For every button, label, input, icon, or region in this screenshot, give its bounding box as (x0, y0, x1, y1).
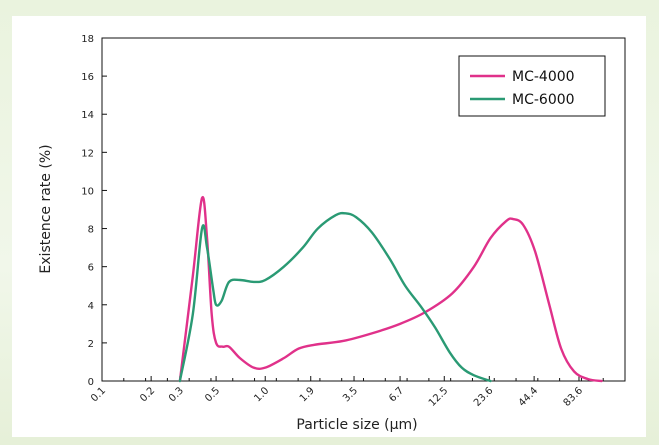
y-axis-title: Existence rate (%) (38, 144, 54, 273)
x-tick-label: 44.4 (517, 385, 541, 409)
x-tick-label: 23.6 (472, 385, 496, 409)
x-tick-label: 83.6 (562, 385, 586, 409)
x-tick-label: 1.0 (252, 385, 271, 404)
series-line-mc-4000 (178, 195, 603, 383)
y-tick-label: 0 (88, 377, 94, 388)
y-tick-label: 10 (81, 186, 94, 197)
x-tick-label: 6.7 (387, 385, 406, 404)
y-tick-label: 12 (81, 148, 94, 159)
series-line-mc-6000 (178, 211, 492, 383)
y-tick-label: 18 (81, 34, 94, 45)
x-axis-title: Particle size (μm) (296, 417, 417, 433)
y-tick-label: 16 (81, 72, 94, 83)
legend-box (458, 55, 606, 117)
y-tick-label: 8 (88, 225, 94, 236)
legend: MC-4000 MC-6000 (458, 55, 606, 117)
legend-label-mc-6000: MC-6000 (512, 92, 575, 108)
chart-panel: 0 2 4 6 8 10 12 14 16 18 0.1 0.2 0.3 0.5 1.0 1.9 3.5 6.7… (12, 16, 646, 437)
y-tick-label: 6 (88, 263, 94, 274)
x-tick-label: 12.5 (427, 385, 451, 409)
x-tick-label: 0.5 (203, 385, 222, 404)
x-tick-label: 0.2 (138, 385, 157, 404)
legend-label-mc-4000: MC-4000 (512, 69, 575, 85)
x-tick-label: 3.5 (341, 385, 360, 404)
y-tick-label: 4 (88, 301, 94, 312)
x-tick-label: 0.3 (167, 385, 186, 404)
particle-size-chart: 0 2 4 6 8 10 12 14 16 18 0.1 0.2 0.3 0.5 1.0 1.9 3.5 6.7… (38, 34, 626, 433)
y-axis-ticks: 0 2 4 6 8 10 12 14 16 18 (81, 34, 107, 388)
y-tick-label: 2 (88, 339, 94, 350)
y-tick-label: 14 (81, 110, 94, 121)
x-tick-label: 0.1 (89, 385, 108, 404)
x-tick-label: 1.9 (298, 385, 317, 404)
series-layer (178, 195, 603, 383)
